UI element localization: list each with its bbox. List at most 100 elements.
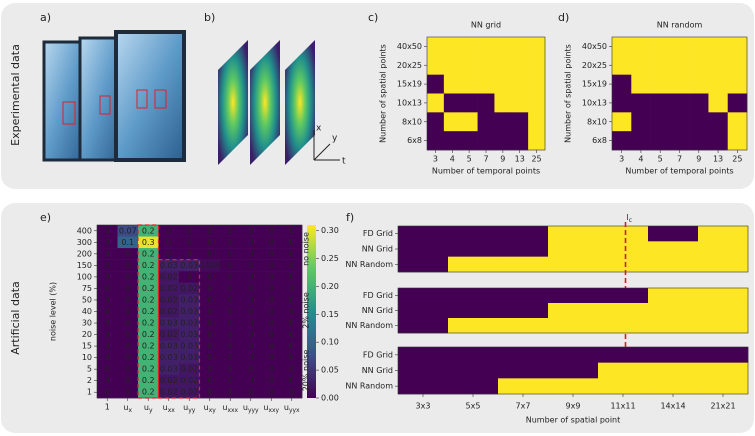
cell [461,75,478,94]
cell [698,288,748,303]
y-tick-label: 20x25 [582,61,607,70]
cell-label: 0 [105,353,110,362]
section-label: Artificial data [9,281,22,355]
cell-label: 0.03 [180,307,198,316]
cell [494,131,511,150]
x-tick-label: 4 [450,155,455,164]
cell-label: 0 [289,330,294,339]
colorbar-tick-label: 0.10 [321,338,339,347]
cell [444,94,461,113]
cell [461,56,478,75]
cell [528,37,545,56]
cell-label: 0.02 [180,388,198,397]
y-tick-label: 10 [82,353,92,362]
cell-label: 0 [269,295,274,304]
cell [548,363,598,379]
y-tick-label: 30 [82,319,92,328]
cell [612,131,632,150]
group-label: 20% noise [302,350,311,392]
panel-letter: d) [558,11,569,24]
y-tick-label: NN Random [345,321,393,330]
group-label: 2% noise [302,292,311,329]
y-tick-label: 150 [77,261,92,270]
cell [648,318,698,333]
y-tick-label: 2 [87,376,92,385]
y-tick-label: 6x8 [592,136,607,145]
cell [598,303,648,318]
cell-label: 0 [166,226,171,235]
y-tick-label: FD Grid [363,350,393,359]
cell [548,241,598,257]
cell [448,288,498,303]
x-axis-label: Number of spatial point [526,416,621,425]
cell-label: 0 [187,249,192,258]
y-tick-label: 10x13 [582,98,607,107]
cell-label: 0 [207,226,212,235]
x-tick-label: 7 [483,155,488,164]
cell [548,318,598,333]
cell [444,112,461,131]
cell-label: 0 [207,272,212,281]
cell [511,112,528,131]
cell-label: 0 [105,307,110,316]
x-tick-label-sub: xy [209,407,217,414]
cell [631,75,651,94]
cell [670,131,690,150]
x-tick-label: 25 [531,155,541,164]
y-tick-label: 6x8 [407,136,422,145]
cell [448,226,498,242]
x-tick-label-sub: yyx [289,407,300,414]
cell-label: 0.2 [142,330,155,339]
cell [598,318,648,333]
cell [498,318,548,333]
cell [689,75,709,94]
cell-label: 0.02 [180,365,198,374]
group-label: no noise [302,232,311,266]
cell [498,241,548,257]
cell-label: 0 [228,388,233,397]
cell [478,112,495,131]
cell [670,75,690,94]
cell [728,94,748,113]
cell-label: 0 [269,249,274,258]
cell [427,37,444,56]
cell [398,318,448,333]
x-axis-label: Number of temporal points [432,167,540,176]
panel-letter: a) [40,11,51,24]
cell [427,56,444,75]
y-tick-label: 40x50 [397,42,422,51]
cell [708,56,728,75]
cell [648,303,698,318]
cell-label: 0 [228,342,233,351]
x-tick-label: 1 [105,403,110,412]
cell-label: 0 [207,249,212,258]
cell-label: 0 [248,261,253,270]
cell-label: 0 [207,307,212,316]
cell [498,226,548,242]
y-tick-label: FD Grid [363,229,393,238]
cell [448,303,498,318]
cell [398,347,448,363]
x-tick-label-sub: y [149,407,153,414]
cell [448,363,498,379]
cell [648,288,698,303]
cell [598,288,648,303]
cell-label: 0 [289,295,294,304]
cell-label: 0 [248,330,253,339]
cell [598,257,648,273]
cell-label: 0 [105,388,110,397]
cell [478,94,495,113]
cell-label: 0.03 [160,365,178,374]
cell [728,37,748,56]
cell-label: 0 [248,238,253,247]
cell-label: 0 [228,226,233,235]
cell-label: 0 [289,284,294,293]
cell-label: 0.2 [142,284,155,293]
cell [427,131,444,150]
cell [698,378,748,394]
colorbar-tick-label: 0.25 [321,254,339,263]
cell [448,347,498,363]
cell-label: 0 [289,307,294,316]
x-tick-label-sub: yyy [248,407,259,414]
y-tick-label: 5 [87,365,92,374]
